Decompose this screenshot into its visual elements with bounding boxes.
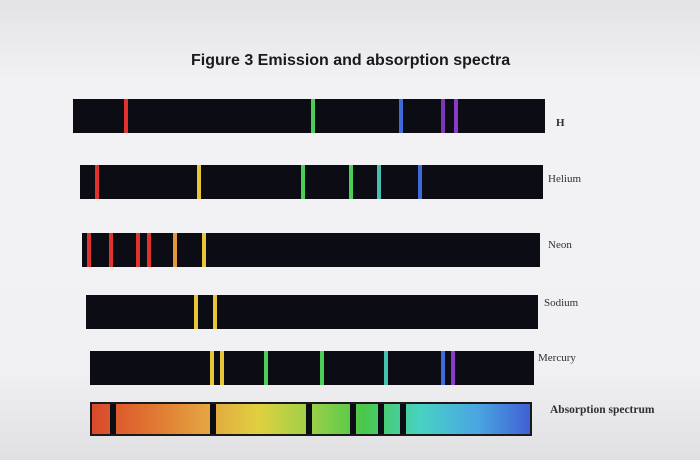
spectral-line (109, 404, 116, 434)
spectral-line (383, 351, 388, 385)
spectrum-strip-mercury (90, 351, 534, 385)
spectral-line (264, 351, 269, 385)
figure-title: Figure 3 Emission and absorption spectra (191, 52, 511, 69)
spectrum-strip-sodium (86, 295, 538, 329)
spectrum-label-h: H (556, 117, 565, 129)
spectral-line (196, 165, 201, 199)
spectral-line (209, 351, 214, 385)
spectral-line (417, 165, 422, 199)
spectral-line (201, 233, 206, 267)
spectral-line (94, 165, 99, 199)
spectral-line (377, 165, 382, 199)
spectral-line (210, 404, 217, 434)
spectrum-label-helium: Helium (548, 173, 581, 185)
spectral-line (109, 233, 114, 267)
spectral-line (349, 404, 356, 434)
spectrum-label-absorption: Absorption spectrum (550, 404, 655, 416)
spectral-line (172, 233, 177, 267)
spectral-line (194, 295, 199, 329)
spectral-line (305, 404, 312, 434)
spectrum-label-neon: Neon (548, 239, 572, 251)
spectral-line (440, 351, 445, 385)
spectral-line (319, 351, 324, 385)
spectral-line (123, 99, 128, 133)
spectral-line (147, 233, 152, 267)
spectral-line (301, 165, 306, 199)
spectrum-strip-h (73, 99, 545, 133)
spectral-line (398, 99, 403, 133)
spectral-line (87, 233, 92, 267)
spectral-line (136, 233, 141, 267)
spectral-line (454, 99, 459, 133)
spectral-line (400, 404, 407, 434)
spectral-line (311, 99, 316, 133)
spectrum-label-sodium: Sodium (544, 297, 579, 309)
spectrum-strip-helium (80, 165, 543, 199)
spectrum-strip-neon (82, 233, 540, 267)
spectral-line (348, 165, 353, 199)
spectral-line (450, 351, 455, 385)
spectral-line (219, 351, 224, 385)
spectral-line (378, 404, 385, 434)
spectral-line (212, 295, 217, 329)
absorption-spectrum-strip (90, 402, 532, 436)
spectrum-label-mercury: Mercury (538, 352, 576, 364)
spectral-line (441, 99, 446, 133)
